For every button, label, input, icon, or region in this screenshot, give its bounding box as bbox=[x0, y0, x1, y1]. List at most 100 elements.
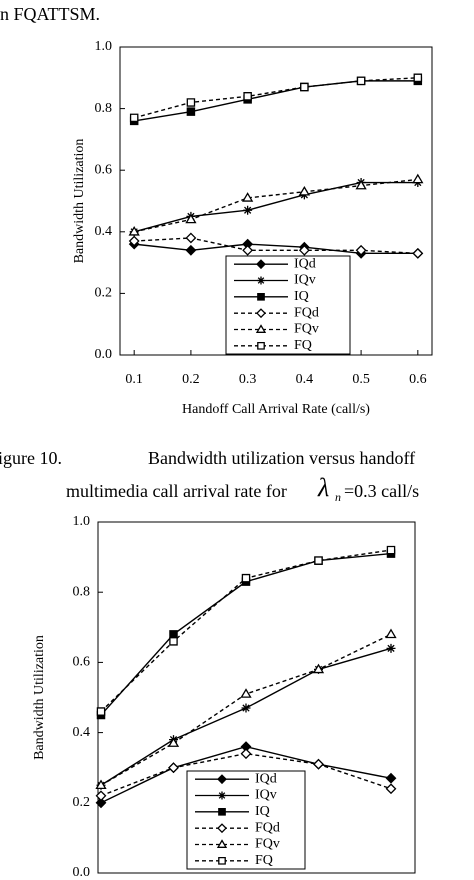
y-tick-label: 0.0 bbox=[73, 865, 91, 880]
legend-marker bbox=[257, 276, 265, 285]
legend-label: IQd bbox=[255, 771, 277, 786]
marker bbox=[298, 244, 310, 256]
marker bbox=[96, 707, 106, 716]
marker bbox=[312, 663, 325, 674]
x-tick-label: 0.6 bbox=[409, 372, 427, 387]
marker bbox=[243, 92, 252, 101]
caption-line: =0.3 call/s bbox=[344, 481, 419, 501]
x-tick-label: 0.5 bbox=[352, 372, 370, 387]
marker bbox=[413, 73, 423, 83]
marker bbox=[386, 643, 396, 653]
figure-label: igure 10. bbox=[0, 448, 62, 468]
marker bbox=[95, 779, 107, 790]
marker bbox=[355, 244, 367, 256]
y-tick-label: 0.4 bbox=[73, 725, 91, 740]
legend-marker bbox=[216, 839, 228, 848]
marker bbox=[169, 630, 178, 639]
marker bbox=[186, 98, 196, 107]
y-tick-label: 0.0 bbox=[95, 347, 113, 362]
header-text: n FQATTSM. bbox=[0, 4, 100, 24]
legend-marker bbox=[257, 341, 265, 350]
x-tick-label: 0.1 bbox=[125, 372, 143, 387]
marker bbox=[185, 232, 197, 244]
legend-label: IQd bbox=[294, 256, 316, 271]
marker bbox=[185, 213, 197, 224]
legend-label: IQv bbox=[294, 273, 316, 288]
marker bbox=[243, 205, 253, 215]
legend-label: FQd bbox=[255, 820, 280, 835]
marker bbox=[355, 179, 367, 190]
legend-box bbox=[225, 255, 351, 355]
legend-marker bbox=[256, 308, 266, 319]
x-tick-label: 0.3 bbox=[239, 372, 257, 387]
series-line bbox=[134, 237, 418, 255]
marker bbox=[313, 758, 324, 770]
marker bbox=[314, 556, 323, 565]
legend-label: IQv bbox=[255, 788, 277, 803]
marker bbox=[95, 790, 107, 802]
y-tick-label: 0.2 bbox=[95, 286, 113, 301]
y-tick-label: 1.0 bbox=[95, 39, 113, 54]
marker bbox=[169, 637, 178, 646]
legend-marker bbox=[255, 324, 267, 333]
series-line bbox=[100, 752, 392, 797]
x-axis-label: Handoff Call Arrival Rate (call/s) bbox=[182, 402, 370, 417]
marker bbox=[241, 192, 254, 202]
marker bbox=[241, 573, 251, 583]
y-axis-label: Bandwidth Utilization bbox=[72, 139, 87, 264]
marker bbox=[242, 244, 254, 256]
legend-label: FQ bbox=[294, 338, 312, 353]
legend-marker bbox=[256, 259, 266, 270]
y-tick-label: 0.4 bbox=[95, 224, 113, 239]
series-line bbox=[134, 178, 418, 233]
marker bbox=[385, 628, 397, 639]
marker bbox=[185, 244, 197, 256]
marker bbox=[412, 173, 424, 184]
series-line bbox=[133, 77, 418, 119]
legend-marker bbox=[218, 856, 226, 865]
marker bbox=[168, 762, 179, 774]
y-tick-label: 0.8 bbox=[73, 584, 91, 599]
legend-marker bbox=[257, 292, 265, 301]
marker bbox=[240, 688, 252, 698]
legend-label: FQv bbox=[255, 837, 280, 852]
marker bbox=[300, 82, 309, 92]
marker bbox=[128, 226, 140, 236]
legend-marker bbox=[217, 823, 227, 834]
marker bbox=[385, 772, 397, 784]
marker bbox=[186, 107, 196, 116]
legend-box bbox=[186, 770, 306, 870]
marker bbox=[167, 737, 180, 747]
y-tick-label: 0.2 bbox=[73, 795, 91, 810]
caption-line: multimedia call arrival rate for bbox=[66, 481, 287, 501]
legend-marker bbox=[218, 791, 226, 800]
legend-label: IQ bbox=[255, 804, 270, 819]
marker bbox=[129, 113, 139, 123]
y-tick-label: 0.6 bbox=[73, 655, 91, 670]
marker bbox=[412, 247, 424, 259]
caption-symbol: λ bbox=[317, 473, 329, 502]
caption-line: Bandwidth utilization versus handoff bbox=[148, 448, 415, 468]
legend-label: FQv bbox=[294, 322, 319, 337]
y-tick-label: 0.6 bbox=[95, 162, 113, 177]
y-axis-label: Bandwidth Utilization bbox=[32, 635, 47, 760]
x-tick-label: 0.4 bbox=[296, 372, 314, 387]
y-tick-label: 1.0 bbox=[73, 514, 91, 529]
marker bbox=[386, 545, 396, 555]
legend-marker bbox=[217, 774, 227, 785]
x-tick-label: 0.2 bbox=[182, 372, 200, 387]
marker bbox=[298, 185, 311, 196]
series-line bbox=[134, 243, 418, 255]
series-line bbox=[133, 181, 418, 233]
marker bbox=[356, 76, 366, 86]
marker bbox=[95, 797, 107, 809]
legend-label: IQ bbox=[294, 289, 309, 304]
marker bbox=[385, 783, 397, 795]
series-line bbox=[100, 647, 392, 786]
caption-subscript: n bbox=[335, 490, 341, 504]
plot-frame bbox=[119, 46, 433, 356]
legend-label: FQ bbox=[255, 853, 273, 868]
series-line bbox=[134, 80, 418, 122]
marker bbox=[128, 235, 140, 247]
